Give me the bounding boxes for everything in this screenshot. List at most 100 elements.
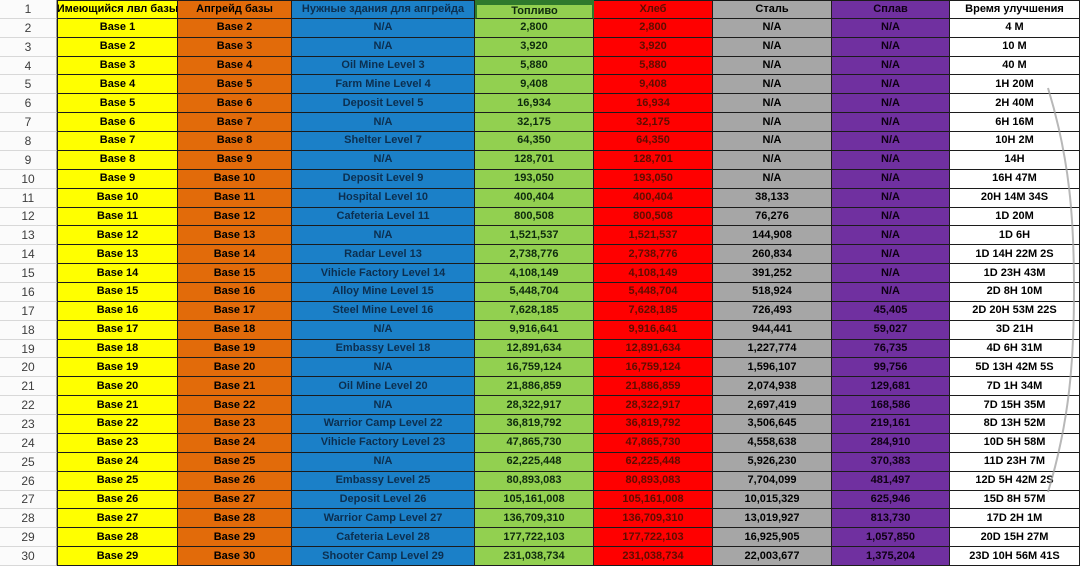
current-base-cell[interactable]: Base 26: [57, 490, 178, 510]
current-base-cell[interactable]: Base 27: [57, 509, 178, 529]
bread-cost-cell[interactable]: 136,709,310: [594, 509, 713, 529]
fuel-cost-cell[interactable]: 9,408: [475, 75, 594, 95]
fuel-cost-cell[interactable]: 36,819,792: [475, 415, 594, 434]
current-base-cell[interactable]: Base 6: [57, 113, 178, 133]
alloy-cost-cell[interactable]: N/A: [832, 94, 950, 114]
current-base-cell[interactable]: Base 22: [57, 415, 178, 434]
required-building-cell[interactable]: N/A: [292, 18, 475, 38]
row-number[interactable]: 9: [0, 150, 57, 170]
upgrade-time-cell[interactable]: 1H 20M: [950, 75, 1080, 95]
alloy-cost-cell[interactable]: 99,756: [832, 358, 950, 378]
steel-cost-cell[interactable]: 13,019,927: [713, 509, 832, 529]
upgrade-base-cell[interactable]: Base 3: [178, 37, 292, 57]
required-building-cell[interactable]: Embassy Level 25: [292, 471, 475, 491]
upgrade-time-cell[interactable]: 20D 15H 27M: [950, 528, 1080, 548]
bread-cost-cell[interactable]: 400,404: [594, 188, 713, 208]
steel-cost-cell[interactable]: 16,925,905: [713, 528, 832, 548]
current-base-cell[interactable]: Base 11: [57, 207, 178, 227]
steel-cost-cell[interactable]: N/A: [713, 150, 832, 170]
required-building-cell[interactable]: N/A: [292, 396, 475, 416]
required-building-cell[interactable]: N/A: [292, 226, 475, 246]
upgrade-time-cell[interactable]: 3D 21H: [950, 320, 1080, 340]
fuel-cost-cell[interactable]: 193,050: [475, 169, 594, 189]
row-number[interactable]: 10: [0, 169, 57, 189]
alloy-cost-cell[interactable]: N/A: [832, 150, 950, 170]
fuel-cost-cell[interactable]: 12,891,634: [475, 339, 594, 359]
alloy-cost-cell[interactable]: 813,730: [832, 509, 950, 529]
steel-cost-cell[interactable]: 144,908: [713, 226, 832, 246]
bread-cost-cell[interactable]: 2,738,776: [594, 245, 713, 265]
row-number[interactable]: 24: [0, 433, 57, 453]
steel-cost-cell[interactable]: 3,506,645: [713, 415, 832, 434]
fuel-cost-cell[interactable]: 136,709,310: [475, 509, 594, 529]
fuel-cost-cell[interactable]: 1,521,537: [475, 226, 594, 246]
row-number[interactable]: 25: [0, 452, 57, 472]
upgrade-base-cell[interactable]: Base 28: [178, 509, 292, 529]
upgrade-base-cell[interactable]: Base 5: [178, 75, 292, 95]
required-building-cell[interactable]: Deposit Level 26: [292, 490, 475, 510]
alloy-cost-cell[interactable]: N/A: [832, 226, 950, 246]
current-base-cell[interactable]: Base 8: [57, 150, 178, 170]
row-number[interactable]: 20: [0, 358, 57, 378]
bread-cost-cell[interactable]: 231,038,734: [594, 547, 713, 566]
row-number[interactable]: 17: [0, 301, 57, 321]
upgrade-base-cell[interactable]: Base 2: [178, 18, 292, 38]
current-base-cell[interactable]: Base 28: [57, 528, 178, 548]
fuel-cost-cell[interactable]: 64,350: [475, 132, 594, 151]
upgrade-base-cell[interactable]: Base 12: [178, 207, 292, 227]
bread-cost-cell[interactable]: 105,161,008: [594, 490, 713, 510]
alloy-cost-cell[interactable]: N/A: [832, 75, 950, 95]
steel-cost-cell[interactable]: N/A: [713, 169, 832, 189]
upgrade-time-cell[interactable]: 4 M: [950, 18, 1080, 38]
required-building-cell[interactable]: N/A: [292, 37, 475, 57]
bread-cost-cell[interactable]: 177,722,103: [594, 528, 713, 548]
row-number[interactable]: 13: [0, 226, 57, 246]
alloy-cost-cell[interactable]: N/A: [832, 207, 950, 227]
upgrade-time-cell[interactable]: 17D 2H 1M: [950, 509, 1080, 529]
row-number[interactable]: 21: [0, 377, 57, 397]
required-building-cell[interactable]: Hospital Level 10: [292, 188, 475, 208]
current-base-cell[interactable]: Base 18: [57, 339, 178, 359]
row-number[interactable]: 6: [0, 94, 57, 114]
upgrade-time-cell[interactable]: 23D 10H 56M 41S: [950, 547, 1080, 566]
alloy-cost-cell[interactable]: N/A: [832, 113, 950, 133]
steel-cost-cell[interactable]: 518,924: [713, 283, 832, 302]
bread-cost-cell[interactable]: 5,448,704: [594, 283, 713, 302]
bread-cost-cell[interactable]: 3,920: [594, 37, 713, 57]
steel-cost-cell[interactable]: 5,926,230: [713, 452, 832, 472]
current-base-cell[interactable]: Base 14: [57, 264, 178, 283]
upgrade-time-cell[interactable]: 2D 8H 10M: [950, 283, 1080, 302]
fuel-cost-cell[interactable]: 28,322,917: [475, 396, 594, 416]
fuel-cost-cell[interactable]: 2,800: [475, 18, 594, 38]
fuel-cost-cell[interactable]: 32,175: [475, 113, 594, 133]
fuel-cost-cell[interactable]: 7,628,185: [475, 301, 594, 321]
current-base-cell[interactable]: Base 10: [57, 188, 178, 208]
steel-cost-cell[interactable]: 76,276: [713, 207, 832, 227]
bread-cost-cell[interactable]: 9,916,641: [594, 320, 713, 340]
row-number[interactable]: 19: [0, 339, 57, 359]
alloy-cost-cell[interactable]: N/A: [832, 245, 950, 265]
upgrade-base-cell[interactable]: Base 25: [178, 452, 292, 472]
fuel-cost-cell[interactable]: 47,865,730: [475, 433, 594, 453]
fuel-cost-cell[interactable]: 21,886,859: [475, 377, 594, 397]
steel-cost-cell[interactable]: 22,003,677: [713, 547, 832, 566]
upgrade-time-cell[interactable]: 14H: [950, 150, 1080, 170]
required-building-cell[interactable]: N/A: [292, 150, 475, 170]
upgrade-time-cell[interactable]: 20H 14M 34S: [950, 188, 1080, 208]
current-base-cell[interactable]: Base 1: [57, 18, 178, 38]
fuel-cost-cell[interactable]: 5,880: [475, 56, 594, 76]
upgrade-time-cell[interactable]: 2D 20H 53M 22S: [950, 301, 1080, 321]
current-base-cell[interactable]: Base 5: [57, 94, 178, 114]
upgrade-time-cell[interactable]: 1D 20M: [950, 207, 1080, 227]
bread-cost-cell[interactable]: 16,934: [594, 94, 713, 114]
upgrade-base-cell[interactable]: Base 19: [178, 339, 292, 359]
header-fuel[interactable]: Топливо: [475, 0, 594, 19]
fuel-cost-cell[interactable]: 800,508: [475, 207, 594, 227]
required-building-cell[interactable]: Vihicle Factory Level 14: [292, 264, 475, 283]
fuel-cost-cell[interactable]: 128,701: [475, 150, 594, 170]
alloy-cost-cell[interactable]: N/A: [832, 283, 950, 302]
current-base-cell[interactable]: Base 17: [57, 320, 178, 340]
fuel-cost-cell[interactable]: 2,738,776: [475, 245, 594, 265]
required-building-cell[interactable]: N/A: [292, 452, 475, 472]
bread-cost-cell[interactable]: 800,508: [594, 207, 713, 227]
